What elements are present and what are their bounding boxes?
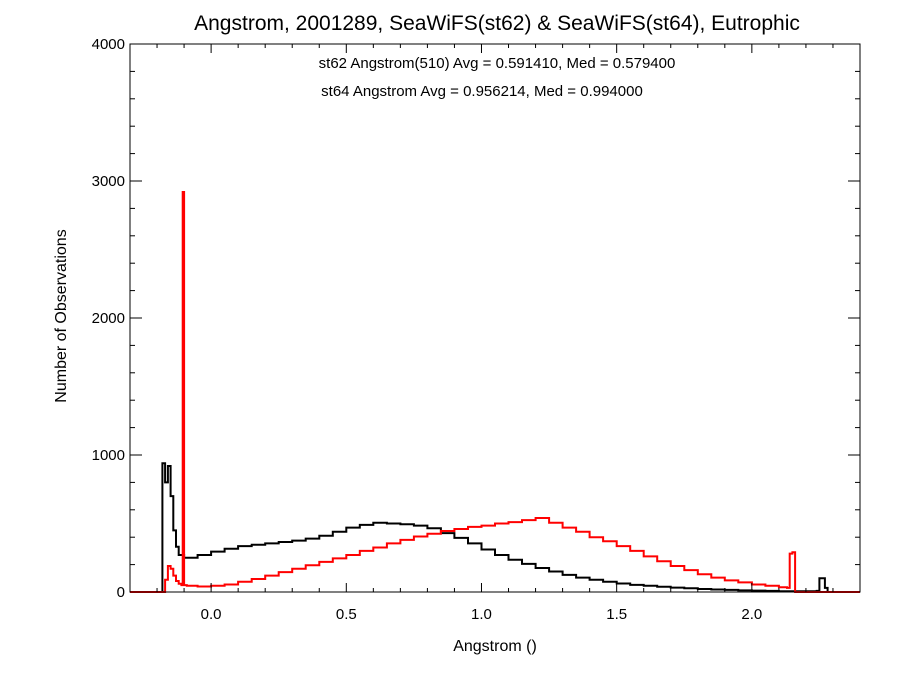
chart-title: Angstrom, 2001289, SeaWiFS(st62) & SeaWi… [194,12,800,35]
x-tick-label: 2.0 [741,606,762,623]
series-st64-line [130,191,860,593]
annotation-st64: st64 Angstrom Avg = 0.956214, Med = 0.99… [321,83,643,100]
y-tick-label: 0 [117,584,125,601]
annotation-st62: st62 Angstrom(510) Avg = 0.591410, Med =… [319,55,676,72]
y-axis-label: Number of Observations [53,229,70,402]
y-tick-label: 4000 [92,36,125,53]
x-tick-label: 1.5 [606,606,627,623]
x-axis-label: Angstrom () [453,638,537,655]
x-tick-label: 1.0 [471,606,492,623]
y-axis-ticks: 0 1000 2000 3000 4000 [92,36,860,601]
y-tick-label: 3000 [92,173,125,190]
series-st62-line [130,462,860,593]
x-tick-label: 0.5 [336,606,357,623]
y-tick-label: 1000 [92,447,125,464]
x-axis-ticks: 0.0 0.5 1.0 1.5 2.0 [129,44,861,623]
plot-lines [130,191,860,593]
x-tick-label: 0.0 [201,606,222,623]
y-tick-label: 2000 [92,310,125,327]
